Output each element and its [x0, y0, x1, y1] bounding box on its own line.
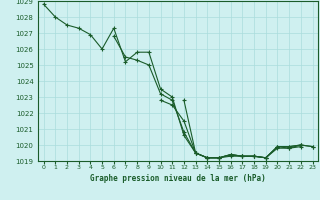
X-axis label: Graphe pression niveau de la mer (hPa): Graphe pression niveau de la mer (hPa)	[90, 174, 266, 183]
